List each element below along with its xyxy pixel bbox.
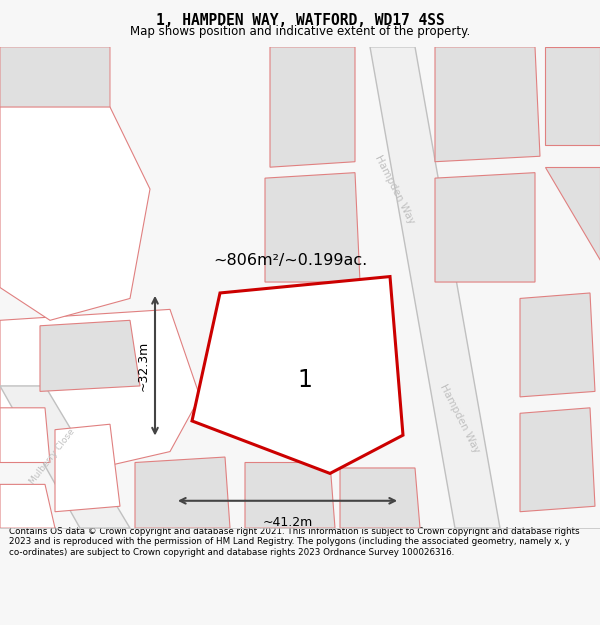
Text: ~41.2m: ~41.2m (262, 516, 313, 529)
Polygon shape (0, 309, 200, 474)
Polygon shape (192, 276, 403, 474)
Text: Hampden Way: Hampden Way (373, 153, 416, 225)
Text: ~806m²/~0.199ac.: ~806m²/~0.199ac. (213, 253, 367, 268)
Polygon shape (265, 173, 360, 282)
Polygon shape (0, 107, 150, 320)
Polygon shape (435, 47, 540, 162)
Text: Mulberry Close: Mulberry Close (28, 428, 76, 486)
Polygon shape (340, 468, 420, 528)
Text: Map shows position and indicative extent of the property.: Map shows position and indicative extent… (130, 26, 470, 39)
Polygon shape (0, 484, 55, 528)
Polygon shape (0, 408, 50, 462)
Polygon shape (435, 173, 535, 282)
Text: Hampden Way: Hampden Way (439, 382, 482, 455)
Polygon shape (55, 424, 120, 512)
Polygon shape (135, 457, 230, 528)
Polygon shape (545, 47, 600, 145)
Text: Contains OS data © Crown copyright and database right 2021. This information is : Contains OS data © Crown copyright and d… (9, 527, 580, 557)
Polygon shape (0, 47, 110, 288)
Text: ~32.3m: ~32.3m (137, 341, 150, 391)
Text: 1: 1 (298, 369, 313, 392)
Polygon shape (40, 320, 140, 391)
Polygon shape (520, 408, 595, 512)
Polygon shape (370, 47, 500, 528)
Polygon shape (245, 462, 335, 528)
Polygon shape (255, 337, 315, 386)
Polygon shape (0, 386, 130, 528)
Polygon shape (545, 167, 600, 260)
Polygon shape (270, 47, 355, 167)
Text: 1, HAMPDEN WAY, WATFORD, WD17 4SS: 1, HAMPDEN WAY, WATFORD, WD17 4SS (155, 13, 445, 28)
Polygon shape (520, 293, 595, 397)
